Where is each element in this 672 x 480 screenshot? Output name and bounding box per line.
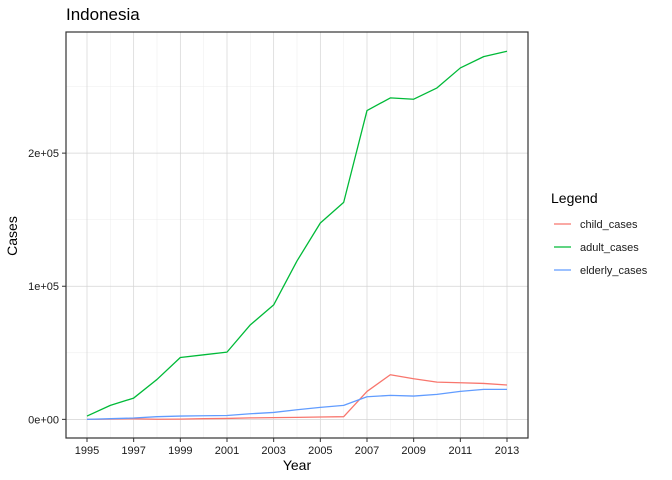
legend-label-adult_cases: adult_cases bbox=[580, 242, 639, 254]
series-line-child_cases bbox=[86, 374, 508, 421]
series-lines bbox=[86, 50, 508, 421]
x-tick-label: 2013 bbox=[495, 445, 519, 457]
x-axis: 1995 1997 1999 2001 2003 2005 2007 2009 2011 2013 bbox=[75, 438, 519, 457]
x-tick-label: 2003 bbox=[261, 445, 285, 457]
legend-label-elderly_cases: elderly_cases bbox=[580, 265, 648, 277]
y-axis: 0e+00 1e+05 2e+05 bbox=[28, 148, 66, 426]
series-line-elderly_cases bbox=[86, 388, 507, 421]
y-tick-label: 1e+05 bbox=[28, 281, 59, 293]
minor-gridlines bbox=[66, 32, 528, 438]
plot-panel-border bbox=[65, 31, 529, 439]
y-tick-label: 0e+00 bbox=[28, 414, 59, 426]
x-tick-label: 2005 bbox=[308, 445, 332, 457]
x-tick-label: 2001 bbox=[215, 445, 239, 457]
y-axis-title: Cases bbox=[4, 216, 20, 256]
legend-label-child_cases: child_cases bbox=[580, 219, 638, 231]
legend: Legend child_cases adult_cases elderly_cas… bbox=[551, 190, 648, 277]
x-axis-title: Year bbox=[283, 457, 312, 473]
major-gridlines bbox=[66, 32, 528, 438]
x-tick-label: 2007 bbox=[355, 445, 379, 457]
x-tick-label: 2009 bbox=[401, 445, 425, 457]
series-line-adult_cases bbox=[86, 50, 508, 417]
y-tick-label: 2e+05 bbox=[28, 148, 59, 160]
legend-title: Legend bbox=[551, 190, 598, 206]
x-tick-label: 2011 bbox=[449, 445, 473, 457]
x-tick-label: 1999 bbox=[168, 445, 192, 457]
x-tick-label: 1997 bbox=[121, 445, 145, 457]
x-tick-label: 1995 bbox=[75, 445, 99, 457]
chart-title: Indonesia bbox=[66, 5, 140, 24]
